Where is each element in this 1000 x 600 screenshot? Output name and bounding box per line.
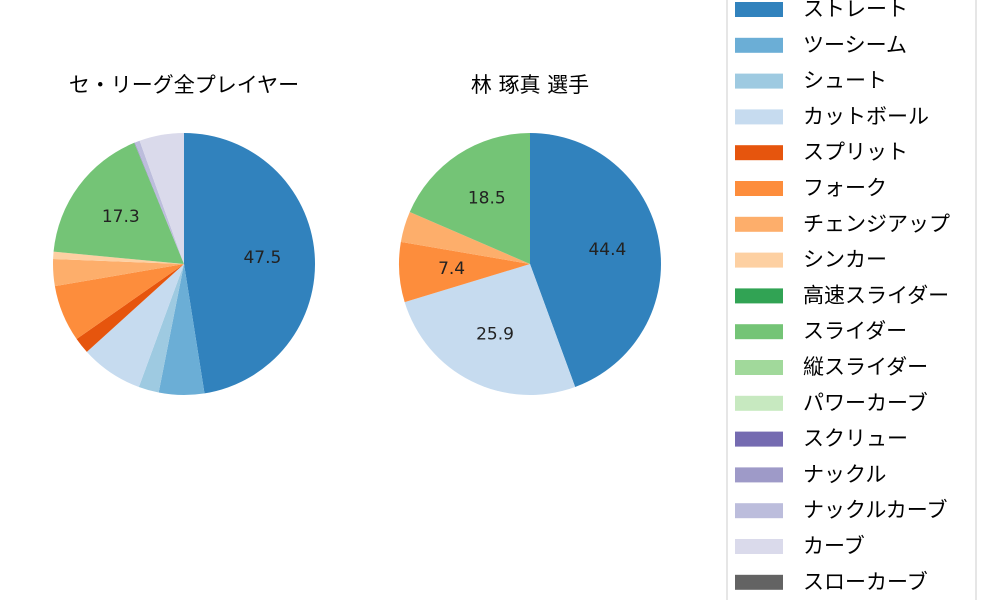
legend-entry: スライダー [735, 319, 907, 343]
pie-slice [53, 142, 184, 264]
legend-entry: フォーク [735, 176, 887, 200]
legend-entry: シュート [735, 69, 887, 93]
legend-label: スクリュー [803, 427, 908, 451]
legend-entry: チェンジアップ [735, 212, 950, 236]
slice-label: 25.9 [476, 324, 514, 344]
legend-swatch [735, 360, 783, 375]
legend-entry: カットボール [735, 104, 929, 128]
legend-swatch [735, 503, 783, 519]
legend-swatch [735, 2, 783, 17]
pie-2: 林 琢真 選手 44.4 25.9 7.4 18.5 [398, 73, 661, 395]
legend-entry: 高速スライダー [735, 283, 949, 307]
pie-slice [530, 133, 661, 387]
pie-slice [134, 142, 184, 264]
pie-slice [400, 211, 530, 264]
pie-slice [409, 133, 530, 264]
legend-entry: カーブ [735, 534, 865, 558]
legend-entry: ナックル [735, 462, 886, 486]
legend-swatch [735, 145, 783, 161]
legend-entry: パワーカーブ [735, 391, 928, 415]
legend-swatch [735, 109, 783, 125]
legend-entry: スローカーブ [735, 570, 928, 594]
pie-title: 林 琢真 選手 [471, 73, 589, 97]
legend-swatch [735, 431, 783, 447]
legend-entry: スプリット [735, 140, 908, 164]
legend-label: シュート [803, 69, 887, 93]
pie-slice [135, 140, 184, 264]
legend-swatch [735, 574, 783, 590]
pie-slice [398, 241, 530, 303]
pie-slice [86, 264, 184, 387]
legend-label: カーブ [803, 534, 865, 558]
legend-entry: スクリュー [735, 427, 908, 451]
legend-swatch [735, 288, 783, 304]
legend-label: ナックル [803, 462, 886, 486]
slice-label: 44.4 [588, 240, 626, 260]
legend-label: チェンジアップ [803, 212, 950, 236]
legend-swatch [735, 37, 783, 53]
legend-entry: 縦スライダー [735, 355, 928, 379]
pie-slice [52, 259, 184, 287]
pie-1: セ・リーグ全プレイヤー 47.5 17.3 [52, 73, 316, 395]
legend-label: スプリット [803, 140, 908, 164]
slice-label: 47.5 [243, 248, 281, 268]
legend-entry: シンカー [735, 248, 887, 272]
pie-slice [76, 264, 184, 352]
slice-label: 18.5 [468, 188, 506, 208]
pie-slice [53, 251, 185, 264]
legend-entry: ストレート [735, 0, 908, 21]
legend-label: スライダー [803, 319, 907, 343]
pie-slice [54, 264, 184, 339]
legend-label: ナックルカーブ [803, 498, 947, 522]
legend-label: ツーシーム [803, 33, 907, 57]
pie-area: セ・リーグ全プレイヤー 47.5 17.3 林 琢真 選手 44.4 25.9 7.4 18.… [52, 73, 661, 395]
legend-swatch [735, 73, 783, 89]
legend-label: 縦スライダー [803, 355, 928, 379]
legend-swatch [735, 539, 783, 554]
legend-swatch [735, 467, 783, 483]
legend-label: フォーク [803, 176, 887, 200]
legend-swatch [735, 216, 783, 232]
legend-entry: ツーシーム [735, 33, 907, 57]
legend-label: カットボール [803, 104, 929, 128]
pie-slice [184, 133, 316, 394]
slice-label: 7.4 [438, 259, 465, 279]
pie-slice [139, 133, 184, 264]
pie-slice [138, 264, 184, 393]
pie-slice [158, 264, 205, 395]
legend-label: ストレート [803, 0, 908, 21]
legend-label: スローカーブ [803, 570, 928, 594]
legend-label: シンカー [803, 248, 887, 272]
legend-label: 高速スライダー [803, 283, 949, 307]
legend-frame [726, 0, 977, 600]
legend-label: パワーカーブ [803, 391, 928, 415]
legend-swatch [735, 252, 783, 268]
slice-label: 17.3 [102, 207, 140, 227]
legend: ストレートツーシームシュートカットボールスプリットフォークチェンジアップシンカー… [726, 0, 977, 600]
legend-entry: ナックルカーブ [735, 498, 947, 522]
pie-slice [404, 264, 576, 395]
pie-title: セ・リーグ全プレイヤー [69, 73, 299, 97]
legend-swatch [735, 181, 783, 196]
legend-swatch [735, 395, 783, 411]
legend-swatch [735, 324, 783, 340]
